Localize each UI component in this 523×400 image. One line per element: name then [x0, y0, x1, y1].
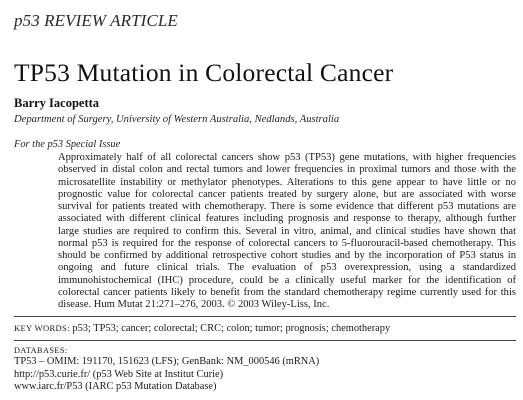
databases-heading: DATABASES:	[14, 346, 68, 355]
abstract-line: prognostic value for colorectal cancer p…	[58, 188, 516, 200]
abstract-line: normal p53 is required for the response …	[58, 237, 516, 249]
abstract-line: microsatellite instability or methylator…	[58, 176, 516, 188]
abstract: Approximately half of all colorectal can…	[58, 152, 516, 311]
author-affiliation: Department of Surgery, University of Wes…	[14, 114, 340, 125]
abstract-line: colorectal cancer patients likely to ben…	[58, 286, 516, 298]
divider	[14, 316, 516, 317]
abstract-line: survival for patients treated with chemo…	[58, 201, 516, 212]
abstract-line: should be confirmed by additional retros…	[58, 250, 516, 261]
abstract-line: ongoing and future clinical trials. The …	[58, 262, 516, 274]
keywords-label: KEY WORDS:	[14, 323, 70, 333]
author-name: Barry Iacopetta	[14, 96, 100, 110]
abstract-line: disease. Hum Mutat 21:271–276, 2003. © 2…	[58, 299, 330, 310]
keywords: KEY WORDS: p53; TP53; cancer; colorectal…	[14, 323, 390, 334]
divider	[14, 340, 516, 341]
databases-section: DATABASES: TP53 – OMIM: 191170, 151623 (…	[14, 346, 319, 394]
abstract-line: Approximately half of all colorectal can…	[58, 152, 516, 163]
section-header: p53 REVIEW ARTICLE	[14, 11, 178, 30]
keywords-text: p53; TP53; cancer; colorectal; CRC; colo…	[72, 323, 391, 334]
database-entry: TP53 – OMIM: 191170, 151623 (LFS); GenBa…	[14, 356, 320, 367]
database-link[interactable]: www.iarc.fr/P53 (IARC p53 Mutation Datab…	[14, 381, 217, 392]
abstract-line: associated with different clinical featu…	[58, 213, 516, 225]
special-issue-note: For the p53 Special Issue	[14, 139, 121, 150]
abstract-line: immunohistochemical (IHC) procedure, cou…	[58, 274, 516, 286]
database-link[interactable]: http://p53.curie.fr/ (p53 Web Site at In…	[14, 368, 224, 380]
abstract-line: large studies are required to confirm th…	[58, 225, 516, 237]
abstract-line: observed in distal colon and rectal tumo…	[58, 164, 516, 176]
article-title: TP53 Mutation in Colorectal Cancer	[14, 58, 394, 87]
